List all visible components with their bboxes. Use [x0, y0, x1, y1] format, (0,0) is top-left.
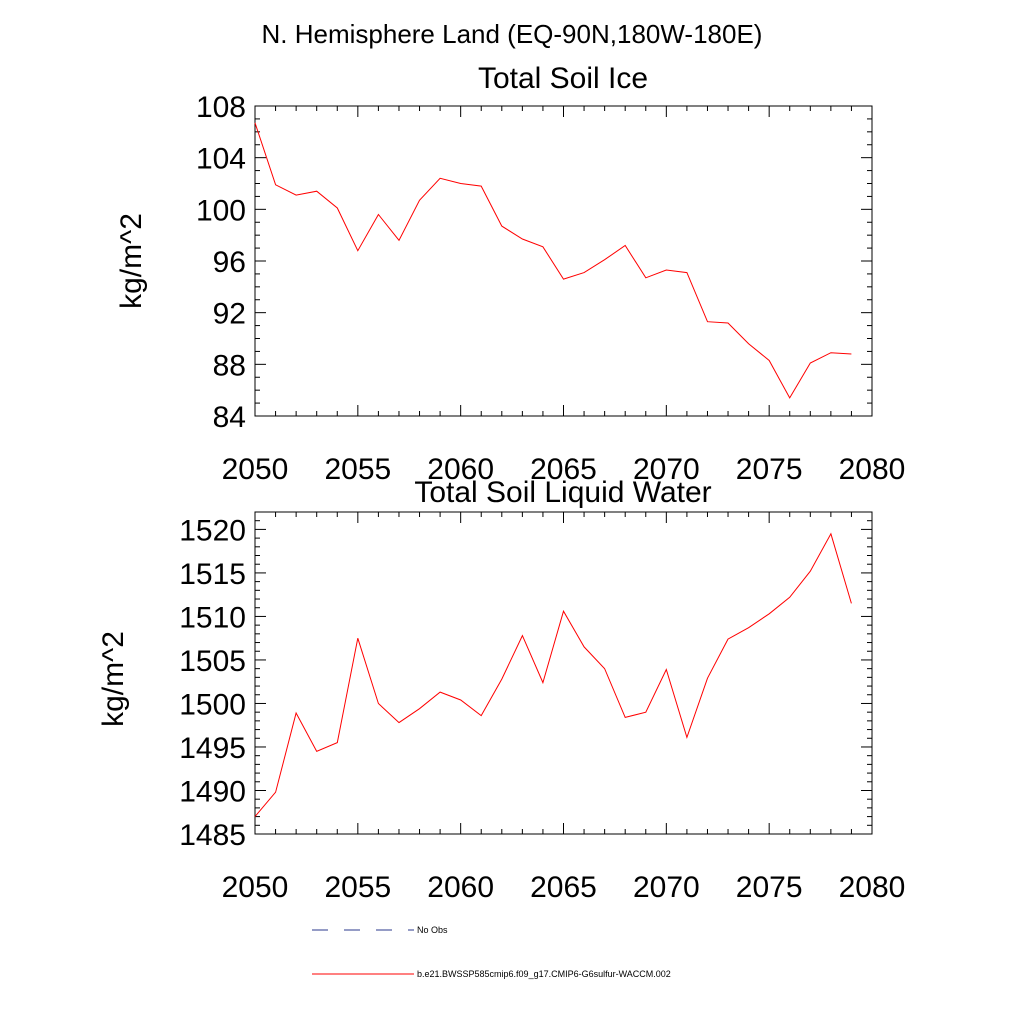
y-tick-label: 88 [213, 349, 246, 382]
x-tick-label: 2070 [633, 871, 700, 904]
y-tick-label: 108 [196, 91, 246, 124]
x-tick-label: 2050 [222, 453, 289, 486]
legend-label: No Obs [417, 925, 448, 935]
y-axis-label: kg/m^2 [97, 631, 130, 727]
y-axis-label: kg/m^2 [115, 213, 148, 309]
figure-title: N. Hemisphere Land (EQ-90N,180W-180E) [262, 19, 763, 49]
series-line [254, 532, 852, 817]
legend-item-no-obs: No Obs [312, 925, 448, 935]
x-tick-label: 2060 [427, 871, 494, 904]
x-tick-label: 2065 [530, 871, 597, 904]
y-tick-label: 92 [213, 298, 246, 331]
x-tick-label: 2075 [736, 871, 803, 904]
chart-title: Total Soil Liquid Water [414, 476, 711, 509]
y-tick-label: 1510 [179, 601, 246, 634]
series-line [254, 122, 852, 399]
y-tick-label: 104 [196, 143, 246, 176]
x-tick-label: 2065 [530, 453, 597, 486]
chart-title: Total Soil Ice [478, 62, 648, 95]
y-tick-label: 1500 [179, 688, 246, 721]
plot-frame [254, 105, 873, 417]
y-tick-label: 1520 [179, 514, 246, 547]
y-tick-label: 1490 [179, 775, 246, 808]
x-tick-label: 2050 [222, 871, 289, 904]
legend-item-model-run: b.e21.BWSSP585cmip6.f09_g17.CMIP6-G6sulf… [312, 969, 671, 979]
x-tick-label: 2080 [839, 453, 906, 486]
x-tick-label: 2055 [324, 871, 391, 904]
plot-area: 2050 2055 2060 2065 2070 2075 2080 1485 1490 1495… [179, 511, 906, 904]
y-tick-label: 96 [213, 246, 246, 279]
y-tick-label: 1485 [179, 819, 246, 852]
chart-panel-total-soil-liquid-water: Total Soil Liquid Water kg/m^2 2050 2055 2… [97, 476, 905, 904]
plot-frame [254, 511, 873, 835]
y-tick-label: 84 [213, 401, 246, 434]
x-tick-label: 2070 [633, 453, 700, 486]
chart-panel-total-soil-ice: Total Soil Ice kg/m^2 2050 2055 2060 2065 20… [115, 62, 905, 486]
y-tick-label: 1505 [179, 645, 246, 678]
legend: No Obs b.e21.BWSSP585cmip6.f09_g17.CMIP6… [312, 925, 671, 979]
legend-label: b.e21.BWSSP585cmip6.f09_g17.CMIP6-G6sulf… [417, 969, 671, 979]
x-tick-label: 2055 [324, 453, 391, 486]
x-tick-label: 2080 [839, 871, 906, 904]
y-tick-label: 1495 [179, 732, 246, 765]
y-tick-label: 1515 [179, 558, 246, 591]
plot-area: 2050 2055 2060 2065 2070 2075 2080 84 88 92 96 100 1… [196, 91, 905, 486]
y-tick-label: 100 [196, 194, 246, 227]
x-tick-label: 2075 [736, 453, 803, 486]
x-tick-label: 2060 [427, 453, 494, 486]
